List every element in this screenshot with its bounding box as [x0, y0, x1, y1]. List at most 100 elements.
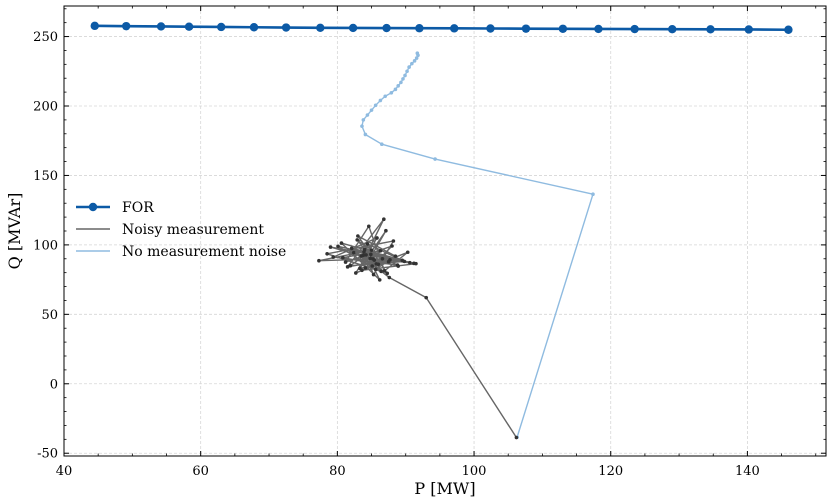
data-point: [405, 250, 410, 255]
data-point: [407, 65, 411, 69]
data-point: [156, 22, 166, 31]
data-point: [343, 260, 348, 264]
data-point: [374, 262, 379, 266]
legend-entry: No measurement noise: [76, 244, 286, 260]
data-point: [367, 224, 371, 229]
data-point: [450, 24, 459, 33]
y-axis-label: Q [MVAr]: [5, 193, 24, 270]
data-point: [382, 269, 387, 273]
data-point: [369, 252, 373, 257]
legend-label: FOR: [122, 200, 154, 216]
data-point: [377, 278, 382, 282]
axis-ticks: 40 60 80 100 120 140 -50 0 50 100 150 200 250: [33, 6, 826, 479]
data-point: [591, 192, 595, 196]
data-point: [414, 261, 418, 266]
data-point: [382, 217, 386, 221]
data-point: [375, 236, 379, 240]
data-point: [387, 275, 392, 280]
data-point: [361, 253, 366, 258]
data-point: [369, 248, 374, 252]
x-axis-label: P [MW]: [414, 479, 475, 498]
data-point: [630, 24, 639, 34]
y-tick-label: 250: [33, 30, 58, 45]
data-point: [706, 25, 715, 34]
data-point: [348, 23, 358, 33]
data-point: [382, 23, 391, 33]
legend-entry: Noisy measurement: [76, 222, 264, 238]
data-point: [362, 249, 366, 254]
data-point: [744, 25, 753, 34]
data-point: [216, 22, 226, 32]
data-point: [372, 258, 377, 262]
x-tick-label: 120: [598, 464, 623, 479]
data-point: [415, 51, 420, 56]
data-point: [364, 253, 368, 257]
data-point: [514, 435, 519, 440]
data-point: [339, 241, 344, 245]
data-point: [360, 268, 364, 273]
data-point: [361, 118, 366, 122]
legend-label: Noisy measurement: [122, 222, 264, 238]
x-tick-label: 140: [735, 464, 760, 479]
data-point: [433, 157, 437, 161]
data-point: [121, 21, 131, 31]
data-point: [379, 142, 384, 146]
legend-swatch-marker: [88, 202, 98, 212]
data-point: [396, 264, 400, 268]
data-point: [402, 259, 407, 264]
data-point: [424, 295, 429, 300]
y-tick-label: 50: [41, 308, 58, 323]
legend-label: No measurement noise: [122, 244, 286, 260]
data-point: [383, 94, 388, 99]
data-point: [384, 228, 388, 233]
data-point: [354, 271, 358, 275]
data-point: [393, 87, 398, 92]
data-point: [373, 267, 378, 272]
series-no-measurement-noise: [360, 51, 595, 440]
data-point: [336, 244, 340, 249]
data-point: [369, 108, 374, 112]
data-point: [378, 98, 383, 103]
data-point: [370, 264, 375, 268]
y-tick-label: 150: [33, 169, 58, 184]
data-point: [365, 113, 370, 117]
data-point: [360, 124, 364, 128]
data-point: [405, 69, 409, 74]
data-point: [594, 24, 603, 34]
data-point: [396, 84, 400, 88]
data-point: [386, 259, 391, 264]
series-for: [90, 21, 793, 34]
data-point: [365, 242, 370, 246]
data-point: [521, 24, 531, 33]
data-point: [378, 249, 383, 253]
data-point: [412, 59, 417, 63]
data-point: [414, 56, 419, 60]
data-point: [390, 244, 394, 248]
data-point: [379, 269, 383, 274]
data-point: [408, 260, 412, 265]
data-point: [401, 77, 405, 81]
data-point: [399, 80, 403, 85]
data-point: [385, 271, 390, 276]
data-point: [415, 24, 424, 33]
series-line: [94, 24, 789, 32]
grid-lines: [63, 6, 826, 456]
data-point: [325, 251, 329, 256]
data-point: [373, 103, 378, 108]
data-point: [558, 24, 568, 33]
legend-entry: FOR: [76, 200, 154, 216]
y-tick-label: 100: [33, 238, 58, 253]
y-tick-label: 200: [33, 100, 58, 115]
data-point: [363, 266, 368, 270]
data-point: [90, 21, 99, 31]
data-point: [410, 61, 414, 66]
y-tick-label: -50: [37, 447, 58, 462]
data-point: [784, 25, 793, 34]
x-tick-label: 40: [56, 464, 73, 479]
legend: FOR Noisy measurement No measurement noise: [76, 200, 286, 260]
data-point: [316, 23, 325, 33]
data-point: [351, 250, 356, 255]
data-point: [356, 234, 360, 238]
data-point: [668, 24, 677, 34]
data-point: [349, 246, 354, 251]
